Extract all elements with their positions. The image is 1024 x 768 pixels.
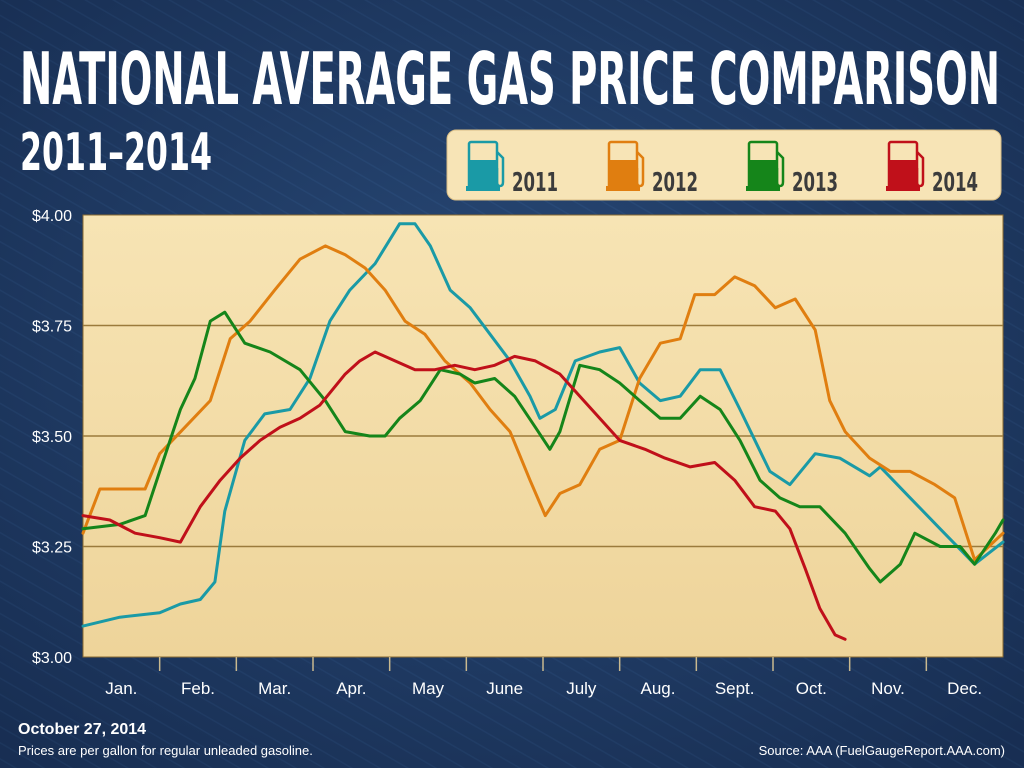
gas-pump-icon — [746, 140, 785, 191]
series-line-2012 — [81, 244, 1005, 562]
y-tick-label: $3.00 — [32, 650, 72, 667]
x-tick-label: Feb. — [181, 679, 215, 698]
y-tick-label: $3.75 — [32, 319, 72, 336]
x-tick-label: June — [486, 679, 523, 698]
x-tick-label: Apr. — [336, 679, 366, 698]
gas-pump-icon — [466, 140, 505, 191]
x-tick-label: Sept. — [715, 679, 755, 698]
series-line-2011 — [81, 222, 1005, 628]
legend-label: 2014 — [932, 168, 978, 198]
legend-label: 2012 — [652, 168, 698, 198]
gas-pump-icon — [886, 140, 925, 191]
legend-item-2013: 2013 — [746, 140, 838, 198]
x-tick-label: Aug. — [641, 679, 676, 698]
chart-title: NATIONAL AVERAGE GAS PRICE COMPARISON — [20, 37, 1000, 121]
footer-source: Source: AAA (FuelGaugeReport.AAA.com) — [759, 743, 1005, 758]
legend-item-2012: 2012 — [606, 140, 698, 198]
x-tick-label: Jan. — [105, 679, 137, 698]
chart-subtitle: 2011–2014 — [20, 123, 212, 183]
series-line-2013 — [81, 310, 1005, 584]
legend-item-2011: 2011 — [466, 140, 558, 198]
legend-box — [446, 129, 1002, 201]
y-tick-label: $3.25 — [32, 540, 72, 557]
y-tick-label: $3.50 — [32, 429, 72, 446]
legend-label: 2013 — [792, 168, 838, 198]
legend-label: 2011 — [512, 168, 558, 198]
x-tick-label: Nov. — [871, 679, 905, 698]
x-tick-label: Oct. — [796, 679, 827, 698]
x-tick-label: July — [566, 679, 597, 698]
x-tick-label: Mar. — [258, 679, 291, 698]
footer-note: Prices are per gallon for regular unlead… — [18, 743, 313, 758]
x-tick-label: May — [412, 679, 445, 698]
legend: 2011 2012 2013 2014 — [446, 129, 1002, 201]
footer-date: October 27, 2014 — [18, 721, 146, 738]
x-tick-label: Dec. — [947, 679, 982, 698]
gas-pump-icon — [606, 140, 645, 191]
y-tick-label: $4.00 — [32, 208, 72, 225]
legend-item-2014: 2014 — [886, 140, 978, 198]
series-line-2014 — [81, 350, 847, 641]
